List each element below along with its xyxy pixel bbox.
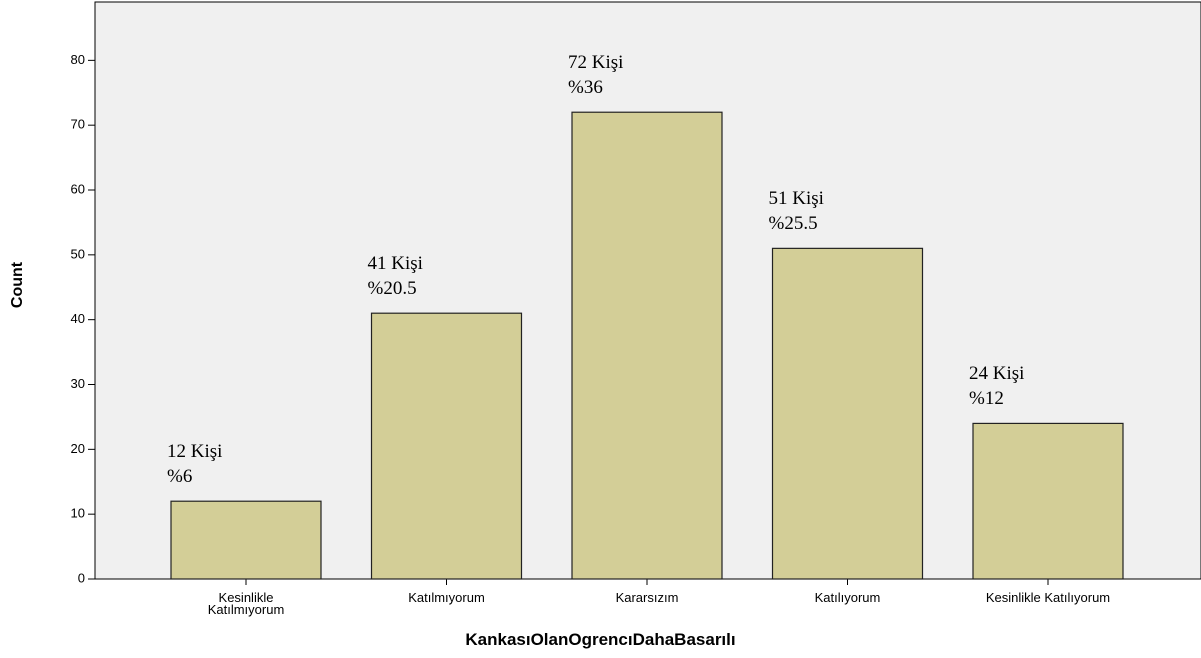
data-label: 24 Kişi %12 xyxy=(969,363,1025,410)
y-tick-label: 0 xyxy=(78,570,85,585)
y-tick-label: 50 xyxy=(71,246,85,261)
x-axis-title: KankasıOlanOgrencıDahaBasarılı xyxy=(465,630,736,649)
x-tick-label: Katılmıyorum xyxy=(408,590,485,605)
bar xyxy=(972,422,1124,580)
bar xyxy=(571,111,723,580)
data-label: 12 Kişi %6 xyxy=(167,441,223,488)
bar xyxy=(771,247,924,580)
y-tick-label: 30 xyxy=(71,376,85,391)
y-tick-label: 40 xyxy=(71,311,85,326)
y-axis-title: Count xyxy=(9,261,26,309)
y-tick-label: 60 xyxy=(71,181,85,196)
x-tick-label: Katılıyorum xyxy=(814,590,881,605)
y-tick-label: 70 xyxy=(71,117,85,132)
x-tick-label: Kararsızım xyxy=(615,590,679,605)
bar xyxy=(170,500,322,580)
y-tick-label: 80 xyxy=(71,52,85,67)
data-label: 51 Kişi %25.5 xyxy=(768,188,824,235)
x-tick-label: Kesinlikle Katılıyorum xyxy=(985,590,1111,605)
x-tick-label: Kesinlikle Katılmıyorum xyxy=(207,590,285,617)
data-label: 72 Kişi %36 xyxy=(568,52,624,99)
y-tick-label: 20 xyxy=(71,441,85,456)
data-label: 41 Kişi %20.5 xyxy=(367,253,423,300)
y-tick-label: 10 xyxy=(71,506,85,521)
bar xyxy=(370,312,523,580)
